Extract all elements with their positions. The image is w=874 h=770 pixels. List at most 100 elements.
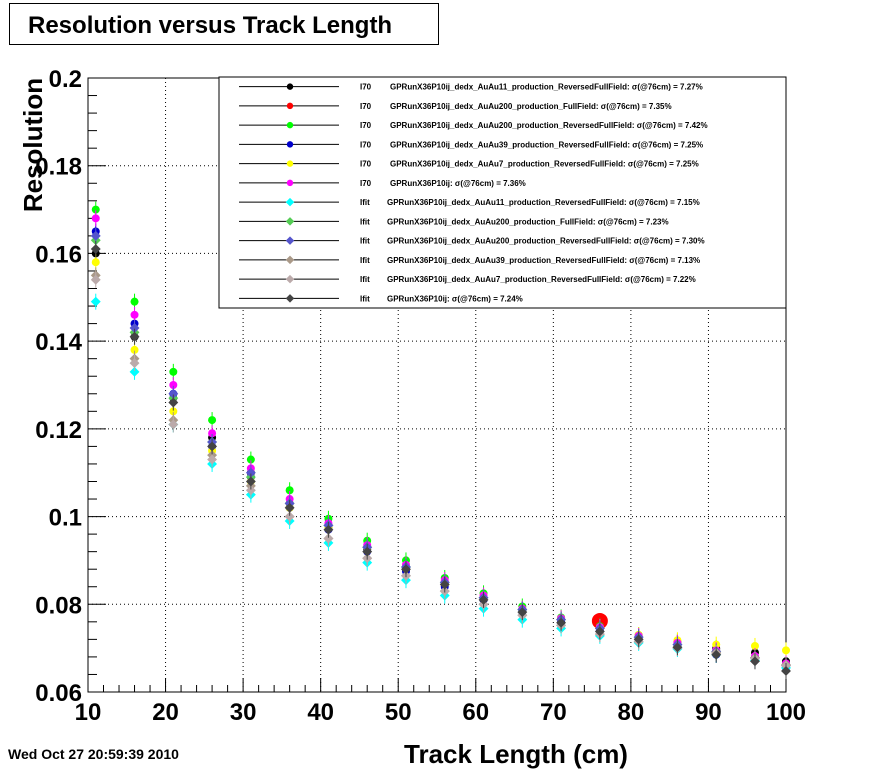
data-point	[168, 397, 179, 408]
legend-method: Ifit	[360, 294, 370, 303]
legend-method: I70	[360, 83, 372, 92]
legend-dataset: GPRunX36P10ij: σ(@76cm) = 7.36%	[390, 179, 526, 188]
data-point	[91, 205, 100, 214]
legend-sigma-value: 7.42%	[685, 121, 708, 130]
legend-marker	[285, 236, 295, 245]
data-point	[130, 310, 139, 319]
data-point	[129, 366, 140, 377]
x-tick-label: 20	[152, 699, 179, 726]
legend-dataset: GPRunX36P10ij_dedx_AuAu200_production_Fu…	[387, 217, 669, 226]
data-point	[750, 656, 760, 667]
data-point	[168, 419, 179, 430]
series-11	[90, 241, 791, 679]
x-tick-label: 100	[766, 699, 806, 726]
legend-sigma-prefix: σ(@76cm) =	[627, 256, 677, 265]
data-point	[323, 524, 334, 535]
data-point	[478, 594, 489, 605]
legend-entry: I70 GPRunX36P10ij_dedx_AuAu11_production_…	[239, 83, 703, 92]
y-tick-label: 0.14	[35, 329, 82, 356]
legend-marker	[285, 197, 295, 207]
legend-box	[218, 76, 787, 309]
legend-sigma-prefix: σ(@76cm) =	[450, 294, 500, 303]
legend-sigma-prefix: σ(@76cm) =	[599, 102, 649, 111]
legend-dataset: GPRunX36P10ij_dedx_AuAu39_production_Rev…	[390, 140, 703, 149]
y-tick-label: 0.12	[35, 417, 82, 444]
legend-marker	[286, 179, 294, 187]
legend-marker	[285, 255, 295, 265]
y-tick-label: 0.2	[49, 66, 82, 93]
data-point	[90, 244, 101, 254]
data-point	[781, 665, 791, 676]
x-tick-label: 30	[230, 699, 257, 726]
data-point	[207, 441, 218, 452]
data-point	[284, 511, 295, 522]
legend-entry: Ifit GPRunX36P10ij_dedx_AuAu7_production_…	[239, 274, 696, 284]
y-tick-label: 0.1	[49, 505, 82, 532]
legend-marker	[285, 274, 295, 284]
x-tick-label: 60	[462, 699, 489, 726]
legend-sigma-value: 7.25%	[676, 160, 699, 169]
data-point	[169, 367, 178, 376]
legend-dataset: GPRunX36P10ij_dedx_AuAu11_production_Rev…	[387, 198, 700, 207]
data-point	[208, 429, 217, 438]
legend-entry: Ifit GPRunX36P10ij: σ(@76cm) = 7.24%	[239, 294, 523, 303]
legend-marker	[286, 160, 294, 167]
legend-dataset: GPRunX36P10ij_dedx_AuAu11_production_Rev…	[390, 83, 703, 92]
legend-method: Ifit	[360, 275, 370, 284]
x-tick-label: 40	[307, 699, 334, 726]
data-point	[672, 642, 683, 653]
data-point	[129, 358, 140, 369]
legend-sigma-value: 7.13%	[677, 256, 700, 265]
y-tick-label: 0.06	[35, 680, 82, 707]
legend-entry: Ifit GPRunX36P10ij_dedx_AuAu39_production…	[239, 255, 700, 265]
legend-sigma-value: 7.15%	[677, 198, 700, 207]
legend-entry: Ifit GPRunX36P10ij_dedx_AuAu200_productio…	[239, 236, 705, 246]
legend-sigma-prefix: σ(@76cm) =	[626, 160, 676, 169]
x-tick-label: 90	[695, 699, 722, 726]
legend-marker	[286, 83, 294, 90]
legend-dataset: GPRunX36P10ij_dedx_AuAu200_production_Fu…	[390, 102, 672, 111]
legend-method: I70	[360, 140, 372, 149]
data-point	[90, 230, 101, 241]
data-point	[711, 649, 722, 660]
data-point	[323, 533, 334, 544]
legend-sigma-prefix: σ(@76cm) =	[630, 140, 680, 149]
legend-sigma-prefix: σ(@76cm) =	[630, 83, 680, 92]
data-point	[245, 485, 256, 496]
data-point	[362, 546, 373, 557]
legend-sigma-prefix: σ(@76cm) =	[596, 217, 646, 226]
legend-dataset: GPRunX36P10ij_dedx_AuAu7_production_Reve…	[390, 160, 699, 169]
data-point	[207, 454, 218, 465]
legend-dataset: GPRunX36P10ij: σ(@76cm) = 7.24%	[387, 294, 523, 303]
data-point	[91, 214, 100, 223]
legend-method: I70	[360, 121, 372, 130]
y-tick-label: 0.08	[35, 592, 82, 619]
x-axis-title: Track Length (cm)	[404, 739, 628, 769]
y-tick-label: 0.18	[35, 154, 82, 181]
data-point	[401, 564, 411, 575]
legend-sigma-value: 7.30%	[682, 237, 705, 246]
legend-sigma-prefix: σ(@76cm) =	[635, 121, 685, 130]
data-point	[245, 467, 256, 478]
legend-sigma-value: 7.25%	[680, 140, 703, 149]
data-point	[91, 258, 100, 267]
legend-entry: Ifit GPRunX36P10ij_dedx_AuAu11_production…	[239, 197, 700, 207]
data-point	[782, 646, 790, 655]
legend-method: I70	[360, 160, 372, 169]
legend-entry: I70 GPRunX36P10ij_dedx_AuAu200_production…	[239, 102, 672, 111]
x-tick-label: 50	[385, 699, 412, 726]
legend-method: I70	[360, 179, 372, 188]
data-point	[168, 388, 179, 399]
x-tick-label: 10	[75, 699, 102, 726]
data-point	[169, 381, 178, 389]
legend-sigma-prefix: σ(@76cm) =	[453, 179, 503, 188]
data-point	[246, 455, 255, 464]
data-point	[285, 486, 294, 495]
y-tick-label: 0.16	[35, 241, 82, 268]
legend-sigma-value: 7.24%	[500, 294, 523, 303]
legend-dataset: GPRunX36P10ij_dedx_AuAu39_production_Rev…	[387, 256, 700, 265]
legend-entry: Ifit GPRunX36P10ij_dedx_AuAu200_productio…	[239, 217, 669, 226]
legend-entry: I70 GPRunX36P10ij: σ(@76cm) = 7.36%	[239, 179, 526, 188]
legend-method: Ifit	[360, 217, 370, 226]
